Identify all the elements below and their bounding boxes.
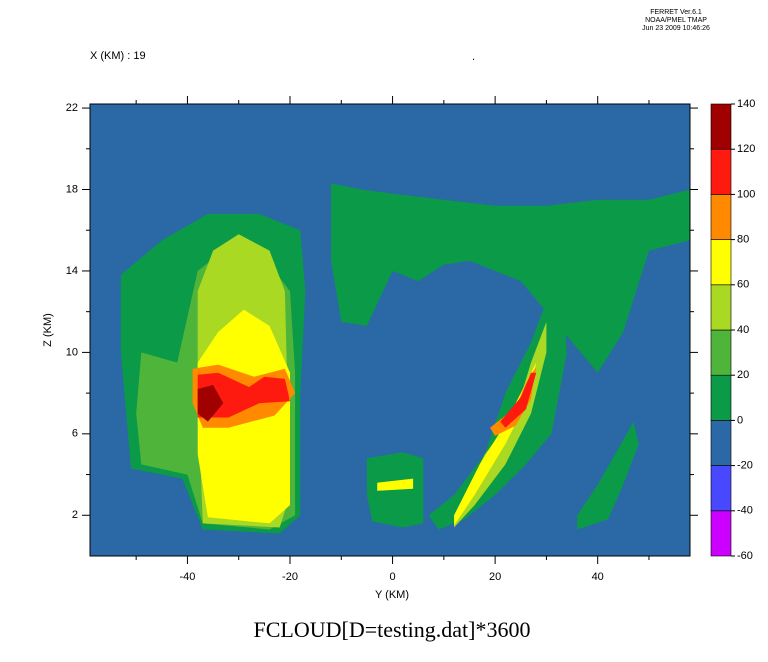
x-tick-label: -40: [179, 571, 195, 583]
colorbar-label: 100: [737, 188, 755, 200]
x-axis-label: Y (KM): [375, 589, 409, 601]
colorbar-band: [710, 284, 732, 331]
colorbar-band: [710, 329, 732, 376]
y-tick-label: 14: [66, 265, 78, 277]
colorbar-band: [710, 374, 732, 421]
colorbar-band: [710, 510, 732, 557]
x-tick-label: -20: [282, 571, 298, 583]
y-tick-label: 6: [72, 428, 78, 440]
y-tick-label: 2: [72, 509, 78, 521]
colorbar-label: 0: [737, 414, 743, 426]
plot-frame: [89, 103, 691, 557]
subtitle: X (KM) : 19: [90, 50, 146, 62]
y-tick-label: 22: [66, 102, 78, 114]
contour-region: [490, 366, 537, 436]
contour-region: [577, 421, 639, 530]
contour-region: [377, 478, 414, 491]
contour-region: [500, 372, 537, 428]
y-tick-label: 18: [66, 183, 78, 195]
y-axis-label: Z (KM): [42, 313, 54, 347]
colorbar-label: 120: [737, 143, 755, 155]
colorbar-label: 40: [737, 324, 749, 336]
colorbar-label: 80: [737, 234, 749, 246]
dot-mark: .: [472, 51, 475, 63]
colorbar-band: [710, 239, 732, 286]
colorbar-label: 140: [737, 98, 755, 110]
colorbar-label: 60: [737, 279, 749, 291]
x-tick-label: 20: [489, 571, 501, 583]
colorbar-band: [710, 148, 732, 195]
x-tick-label: 0: [390, 571, 396, 583]
contour-region: [428, 291, 567, 530]
y-tick-label: 10: [66, 346, 78, 358]
colorbar-band: [710, 103, 732, 150]
colorbar-label: -20: [737, 460, 753, 472]
header-line: FERRET Ver.6.1: [650, 9, 702, 16]
colorbar-band: [710, 465, 732, 512]
contour-region: [331, 183, 690, 373]
contour-region: [197, 372, 290, 418]
colorbar-band: [710, 420, 732, 466]
colorbar-label: -40: [737, 505, 753, 517]
chart-title: FCLOUD[D=testing.dat]*3600: [254, 617, 531, 642]
x-tick-label: 40: [592, 571, 604, 583]
colorbar-label: -60: [737, 550, 753, 562]
colorbar-band: [710, 194, 732, 240]
colorbar-label: 20: [737, 369, 749, 381]
header-line: Jun 23 2009 10:46:26: [642, 25, 710, 32]
contour-region: [197, 385, 224, 422]
header-line: NOAA/PMEL TMAP: [645, 17, 707, 24]
contour-region: [366, 452, 424, 528]
